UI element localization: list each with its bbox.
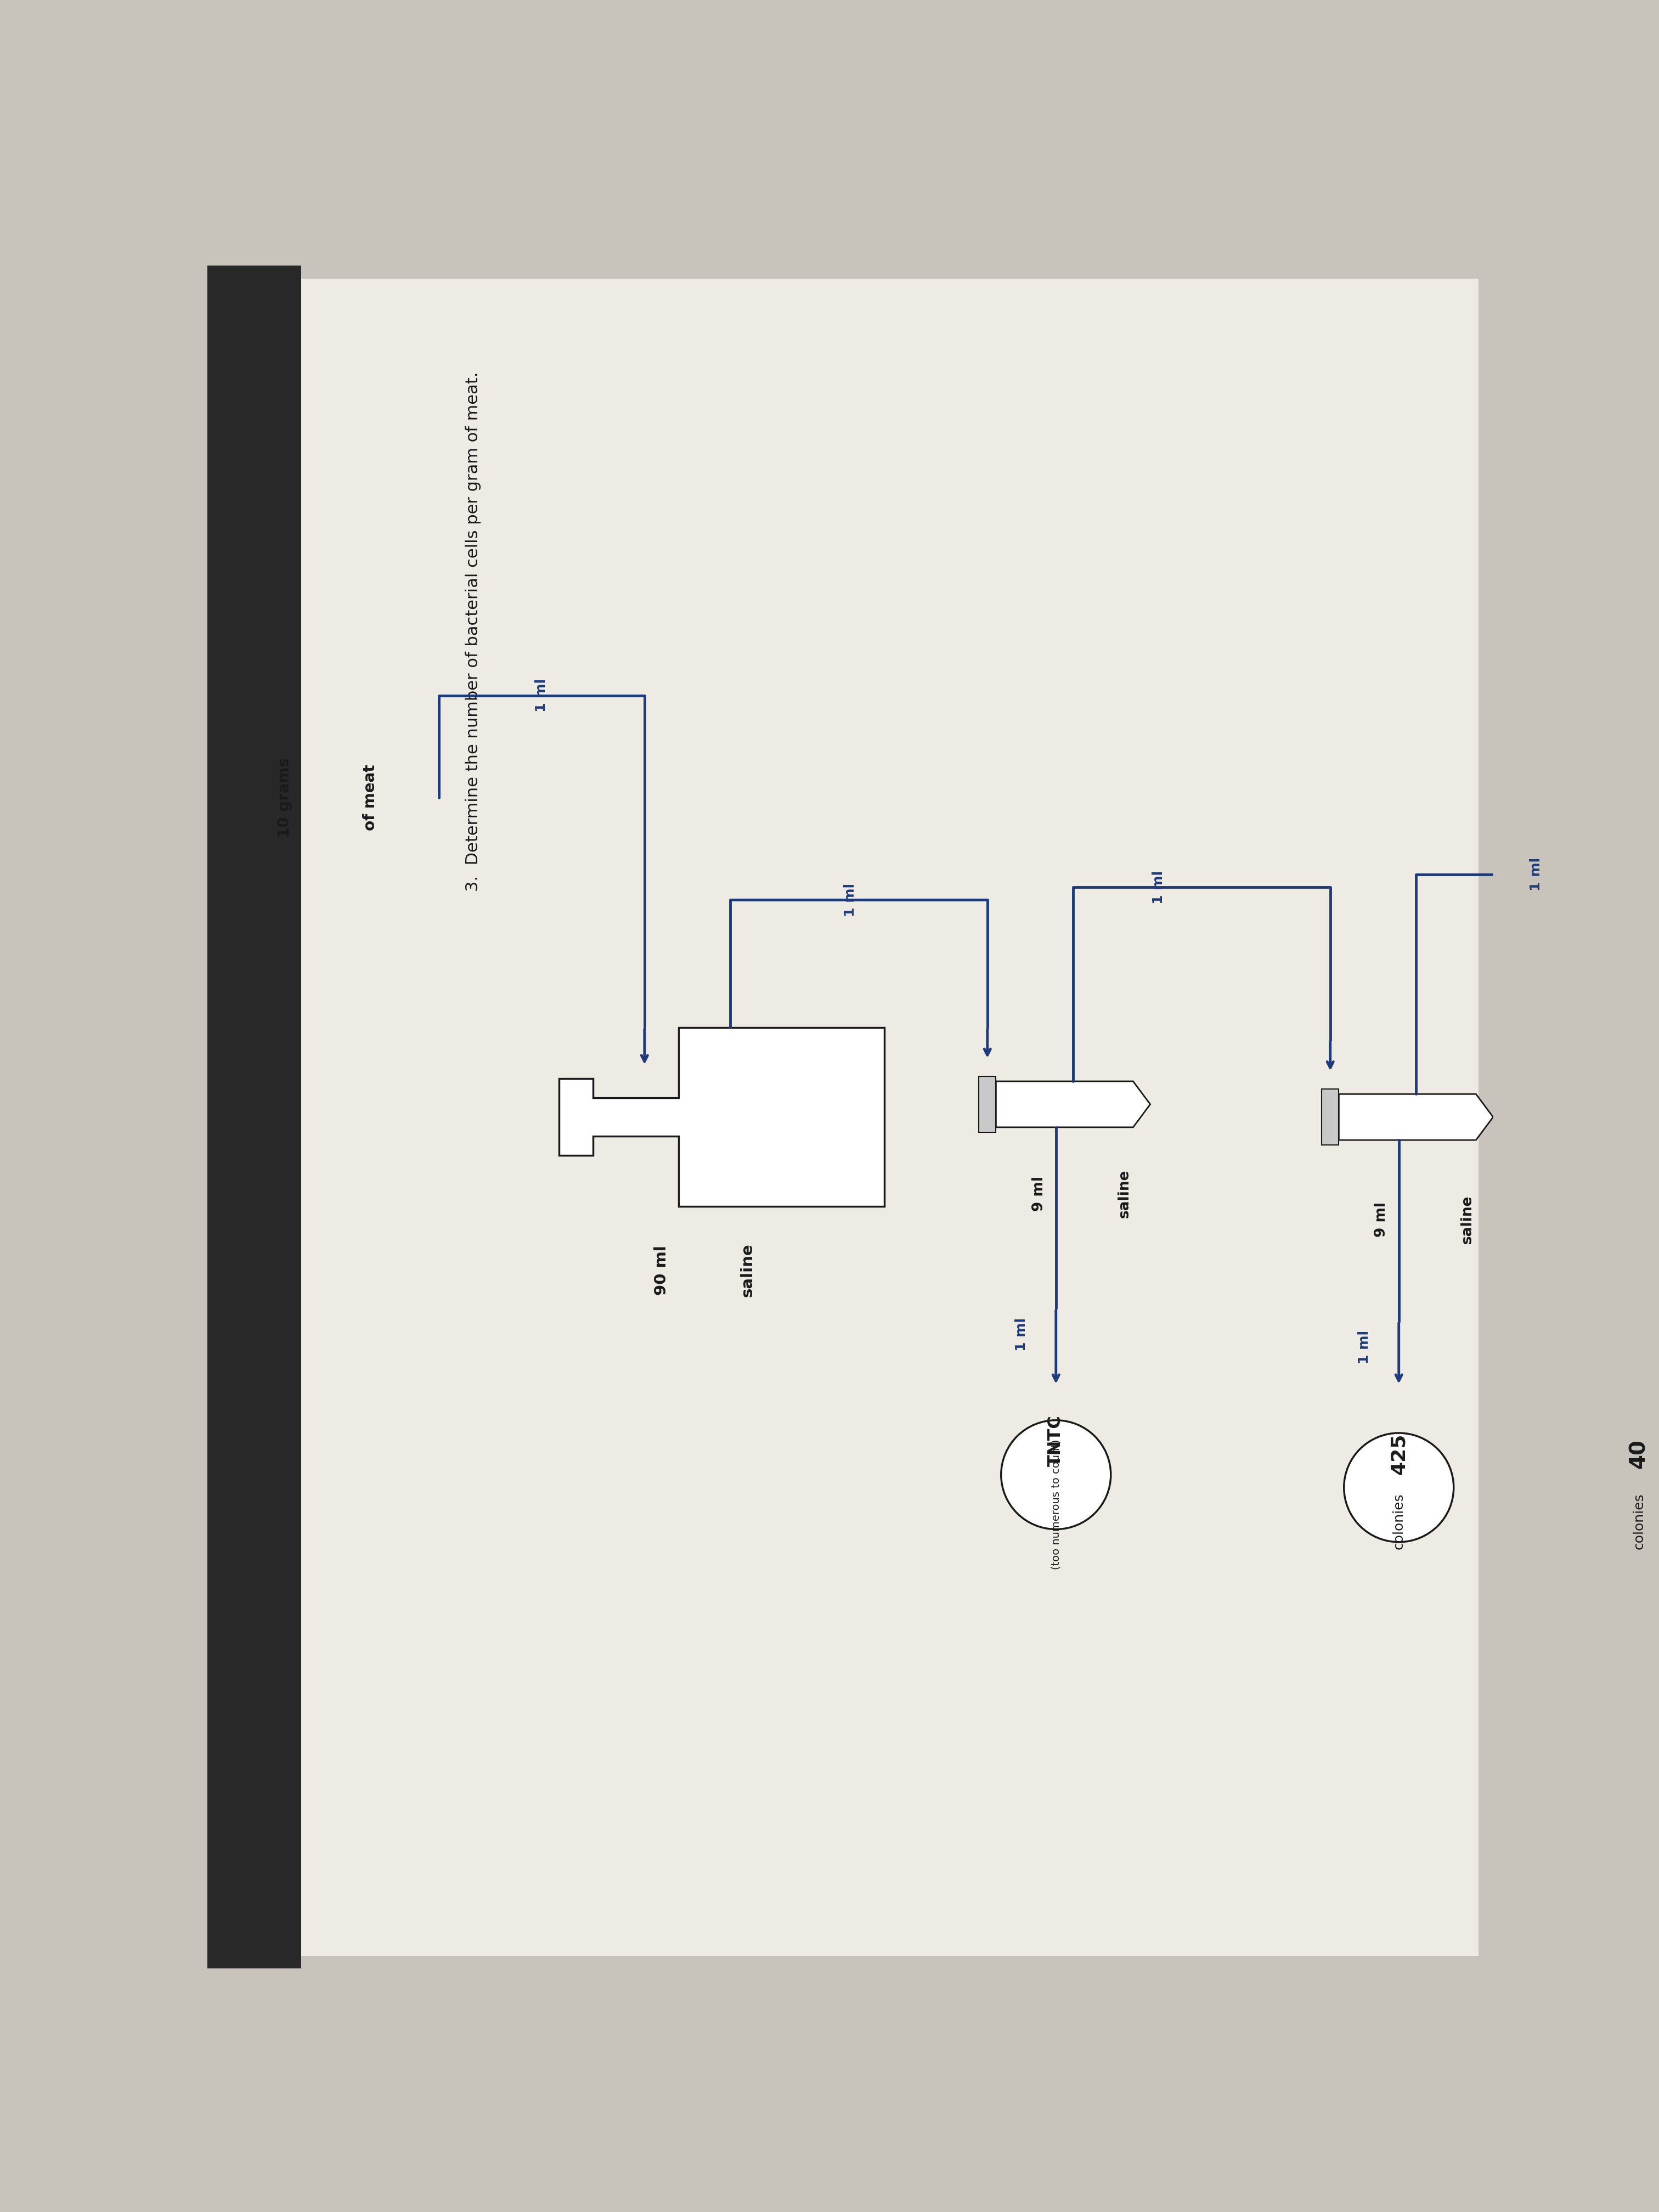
- Text: 40: 40: [1629, 1440, 1649, 1469]
- Text: 10 grams: 10 grams: [277, 759, 292, 838]
- Polygon shape: [1322, 1088, 1339, 1146]
- Text: 1 ml: 1 ml: [844, 883, 856, 916]
- Text: 3.  Determine the number of bacterial cells per gram of meat.: 3. Determine the number of bacterial cel…: [465, 372, 481, 891]
- Text: 1 ml: 1 ml: [1153, 869, 1165, 905]
- Polygon shape: [1339, 1095, 1493, 1139]
- Polygon shape: [995, 1082, 1150, 1128]
- Text: TNTC: TNTC: [1047, 1416, 1065, 1467]
- Text: saline: saline: [1460, 1194, 1475, 1243]
- Text: 425: 425: [1390, 1433, 1408, 1475]
- Text: 1 ml: 1 ml: [1359, 1329, 1370, 1365]
- Circle shape: [1000, 1420, 1112, 1528]
- Text: saline: saline: [740, 1243, 755, 1296]
- Text: 1 ml: 1 ml: [1015, 1318, 1029, 1352]
- Polygon shape: [559, 1029, 884, 1206]
- Text: 90 ml: 90 ml: [654, 1245, 669, 1296]
- Text: 9 ml: 9 ml: [1032, 1177, 1045, 1212]
- Polygon shape: [292, 279, 1478, 1955]
- Text: of meat: of meat: [363, 765, 378, 832]
- Text: (too numerous to count): (too numerous to count): [1050, 1440, 1062, 1571]
- Polygon shape: [979, 1077, 995, 1133]
- Text: saline: saline: [1118, 1170, 1131, 1219]
- Text: colonies: colonies: [1392, 1493, 1405, 1548]
- Text: 1 ml: 1 ml: [1530, 858, 1543, 891]
- Text: 9 ml: 9 ml: [1375, 1201, 1389, 1237]
- Text: 1 ml: 1 ml: [536, 679, 547, 712]
- Circle shape: [1344, 1433, 1453, 1542]
- Polygon shape: [207, 265, 300, 1969]
- Text: colonies: colonies: [1632, 1493, 1646, 1548]
- Circle shape: [1584, 1433, 1659, 1542]
